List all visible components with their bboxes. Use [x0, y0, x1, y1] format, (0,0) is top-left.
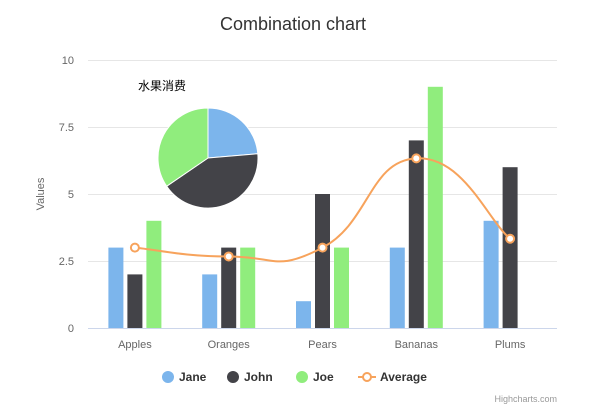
bar-joe[interactable] — [240, 247, 256, 328]
bar-jane[interactable] — [202, 274, 218, 328]
legend-marker — [362, 372, 372, 382]
y-tick-label: 0 — [68, 323, 74, 335]
average-point[interactable] — [129, 242, 140, 253]
pie-label: 水果消费 — [138, 79, 186, 93]
legend-symbol — [227, 371, 239, 383]
bar-jane[interactable] — [296, 301, 311, 328]
legend-label: Jane — [179, 370, 207, 384]
y-axis-title: Values — [35, 177, 47, 210]
bar-jane[interactable] — [389, 247, 405, 328]
legend-label: John — [244, 370, 273, 384]
x-tick-label: Apples — [118, 339, 152, 351]
legend: Jane John Joe Average — [162, 370, 427, 384]
bar-joe[interactable] — [427, 86, 443, 328]
y-tick-label: 10 — [62, 55, 74, 67]
x-tick-label: Plums — [495, 339, 526, 351]
credits[interactable]: Highcharts.com — [494, 394, 557, 404]
average-point[interactable] — [317, 242, 328, 253]
pie-slice-jane[interactable] — [207, 107, 259, 159]
pie-slice-john[interactable] — [166, 153, 259, 209]
legend-symbol — [296, 371, 308, 383]
bar-series — [108, 86, 518, 328]
bar-jane[interactable] — [483, 220, 499, 328]
bar-joe[interactable] — [334, 247, 349, 328]
average-point[interactable] — [411, 153, 422, 164]
y-tick-label: 7.5 — [59, 122, 74, 134]
x-tick-label: Bananas — [395, 339, 439, 351]
y-tick-label: 5 — [68, 189, 74, 201]
legend-item-jane[interactable]: Jane — [162, 370, 207, 384]
bar-john[interactable] — [315, 194, 330, 328]
bar-jane[interactable] — [108, 247, 124, 328]
bar-john[interactable] — [221, 247, 237, 328]
average-point[interactable] — [505, 233, 516, 244]
x-tick-label: Oranges — [208, 339, 251, 351]
average-line[interactable] — [134, 157, 511, 263]
legend-item-joe[interactable]: Joe — [296, 370, 334, 384]
average-line-series — [129, 153, 516, 263]
bar-john[interactable] — [502, 167, 518, 328]
x-tick-label: Pears — [308, 339, 337, 351]
pie-slice-joe[interactable] — [157, 107, 209, 187]
legend-item-john[interactable]: John — [227, 370, 273, 384]
pie-chart — [157, 107, 259, 209]
legend-label: Average — [380, 370, 427, 384]
y-axis-ticks: 0 2.5 5 7.5 10 — [59, 55, 74, 335]
bar-joe[interactable] — [146, 220, 162, 328]
chart-title: Combination chart — [220, 14, 366, 34]
bar-john[interactable] — [408, 140, 424, 328]
legend-symbol — [162, 371, 174, 383]
x-axis-ticks: Apples Oranges Pears Bananas Plums — [118, 339, 526, 351]
legend-item-average[interactable]: Average — [358, 370, 427, 384]
legend-label: Joe — [313, 370, 334, 384]
bar-john[interactable] — [127, 274, 143, 328]
average-point[interactable] — [223, 251, 234, 262]
y-tick-label: 2.5 — [59, 256, 74, 268]
